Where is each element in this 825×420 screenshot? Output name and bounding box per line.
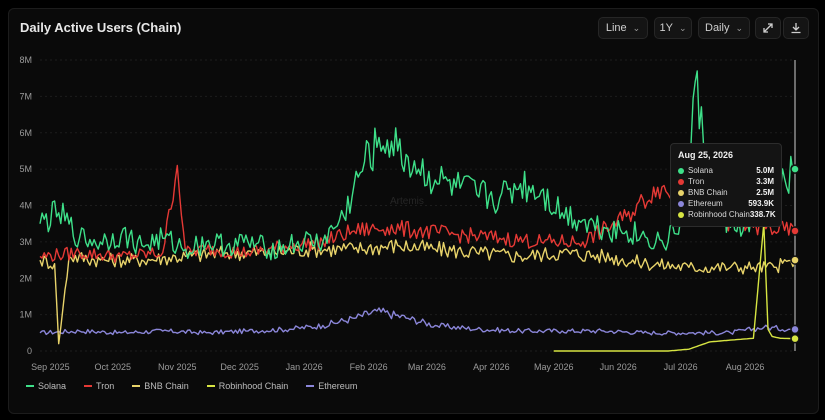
series-line-robinhood-chain bbox=[553, 223, 796, 352]
hover-tooltip: Aug 25, 2026 Solana 5.0M Tron 3.3M BNB Chain… bbox=[670, 143, 782, 227]
chevron-down-icon: ⌄ bbox=[632, 22, 641, 33]
y-tick-label: 1M bbox=[19, 310, 32, 320]
legend-label: BNB Chain bbox=[144, 381, 189, 391]
legend-label: Tron bbox=[96, 381, 115, 391]
series-line-solana bbox=[39, 70, 796, 261]
tooltip-row: Robinhood Chain 338.7K bbox=[678, 209, 776, 220]
tooltip-series-name: Solana bbox=[688, 166, 713, 175]
download-button[interactable] bbox=[783, 17, 809, 39]
tooltip-series-name: Robinhood Chain bbox=[688, 210, 750, 219]
chart-type-select[interactable]: Line ⌄ bbox=[598, 17, 648, 39]
legend-swatch bbox=[132, 385, 141, 387]
y-tick-label: 5M bbox=[19, 164, 32, 174]
series-line-bnb-chain bbox=[39, 239, 796, 345]
legend-item[interactable]: Robinhood Chain bbox=[206, 381, 289, 391]
x-tick-label: Aug 2026 bbox=[726, 362, 765, 372]
interval-select[interactable]: Daily ⌄ bbox=[698, 17, 750, 39]
tooltip-rows: Solana 5.0M Tron 3.3M BNB Chain 2.5M Ethereum 5… bbox=[678, 165, 776, 220]
x-tick-label: Nov 2025 bbox=[158, 362, 197, 372]
legend-item[interactable]: Ethereum bbox=[306, 381, 357, 391]
y-tick-label: 7M bbox=[19, 91, 32, 101]
tooltip-series-value: 2.5M bbox=[756, 188, 774, 197]
legend-swatch bbox=[306, 385, 315, 387]
hover-marker bbox=[790, 164, 800, 174]
y-tick-label: 4M bbox=[19, 201, 32, 211]
chevron-down-icon: ⌄ bbox=[678, 22, 687, 33]
tooltip-series-value: 5.0M bbox=[756, 166, 774, 175]
tooltip-series-value: 338.7K bbox=[749, 210, 776, 219]
x-tick-label: Jul 2026 bbox=[664, 362, 698, 372]
tooltip-series-name: Tron bbox=[688, 177, 705, 186]
x-tick-label: May 2026 bbox=[534, 362, 574, 372]
download-icon bbox=[791, 23, 801, 34]
legend-label: Ethereum bbox=[318, 381, 358, 391]
series-line-ethereum bbox=[39, 307, 795, 336]
legend-swatch bbox=[206, 385, 215, 387]
range-select[interactable]: 1Y ⌄ bbox=[654, 17, 692, 39]
series-dot bbox=[678, 200, 684, 207]
chevron-down-icon: ⌄ bbox=[735, 22, 743, 33]
expand-button[interactable] bbox=[755, 17, 781, 39]
tooltip-series-value: 3.3M bbox=[756, 177, 774, 186]
legend-item[interactable]: Solana bbox=[26, 381, 66, 391]
hover-marker bbox=[790, 333, 800, 344]
legend-label: Robinhood Chain bbox=[218, 381, 289, 391]
y-tick-label: 6M bbox=[19, 128, 32, 138]
legend-swatch bbox=[84, 385, 93, 387]
tooltip-series-value: 593.9K bbox=[748, 199, 774, 208]
tooltip-date: Aug 25, 2026 bbox=[678, 150, 734, 160]
legend-swatch bbox=[26, 385, 34, 387]
x-tick-label: Mar 2026 bbox=[408, 362, 446, 372]
tooltip-series-name: Ethereum bbox=[688, 199, 723, 208]
y-tick-label: 0 bbox=[27, 346, 32, 356]
tooltip-row: Tron 3.3M bbox=[678, 176, 774, 187]
series-dot bbox=[678, 211, 684, 218]
tooltip-row: BNB Chain 2.5M bbox=[678, 187, 774, 198]
series-line-tron bbox=[39, 164, 796, 263]
expand-icon bbox=[763, 23, 773, 33]
chart-legend: Solana Tron BNB Chain Robinhood Chain Ethere… bbox=[26, 381, 357, 391]
y-tick-label: 3M bbox=[19, 237, 32, 247]
series-dot bbox=[678, 189, 684, 196]
x-tick-label: Jun 2026 bbox=[600, 362, 637, 372]
chart-title: Daily Active Users (Chain) bbox=[20, 20, 182, 35]
tooltip-series-name: BNB Chain bbox=[688, 188, 728, 197]
x-tick-label: Dec 2025 bbox=[220, 362, 259, 372]
x-tick-label: Apr 2026 bbox=[473, 362, 510, 372]
tooltip-row: Ethereum 593.9K bbox=[678, 198, 774, 209]
watermark: Artemis bbox=[390, 196, 424, 207]
legend-item[interactable]: BNB Chain bbox=[132, 381, 189, 391]
x-tick-label: Feb 2026 bbox=[350, 362, 388, 372]
series-dot bbox=[678, 167, 684, 174]
x-tick-label: Oct 2025 bbox=[95, 362, 132, 372]
y-tick-label: 8M bbox=[19, 55, 32, 65]
legend-label: Solana bbox=[38, 381, 67, 391]
hover-marker bbox=[790, 255, 800, 265]
tooltip-row: Solana 5.0M bbox=[678, 165, 774, 176]
chart-type-value: Line bbox=[605, 22, 627, 34]
hover-marker bbox=[790, 226, 800, 236]
y-tick-label: 2M bbox=[19, 273, 32, 283]
interval-value: Daily bbox=[705, 22, 730, 34]
range-value: 1Y bbox=[659, 22, 673, 34]
legend-item[interactable]: Tron bbox=[84, 381, 114, 391]
series-dot bbox=[678, 178, 684, 185]
x-tick-label: Jan 2026 bbox=[286, 362, 323, 372]
hover-marker bbox=[790, 324, 800, 335]
x-tick-label: Sep 2025 bbox=[31, 362, 70, 372]
